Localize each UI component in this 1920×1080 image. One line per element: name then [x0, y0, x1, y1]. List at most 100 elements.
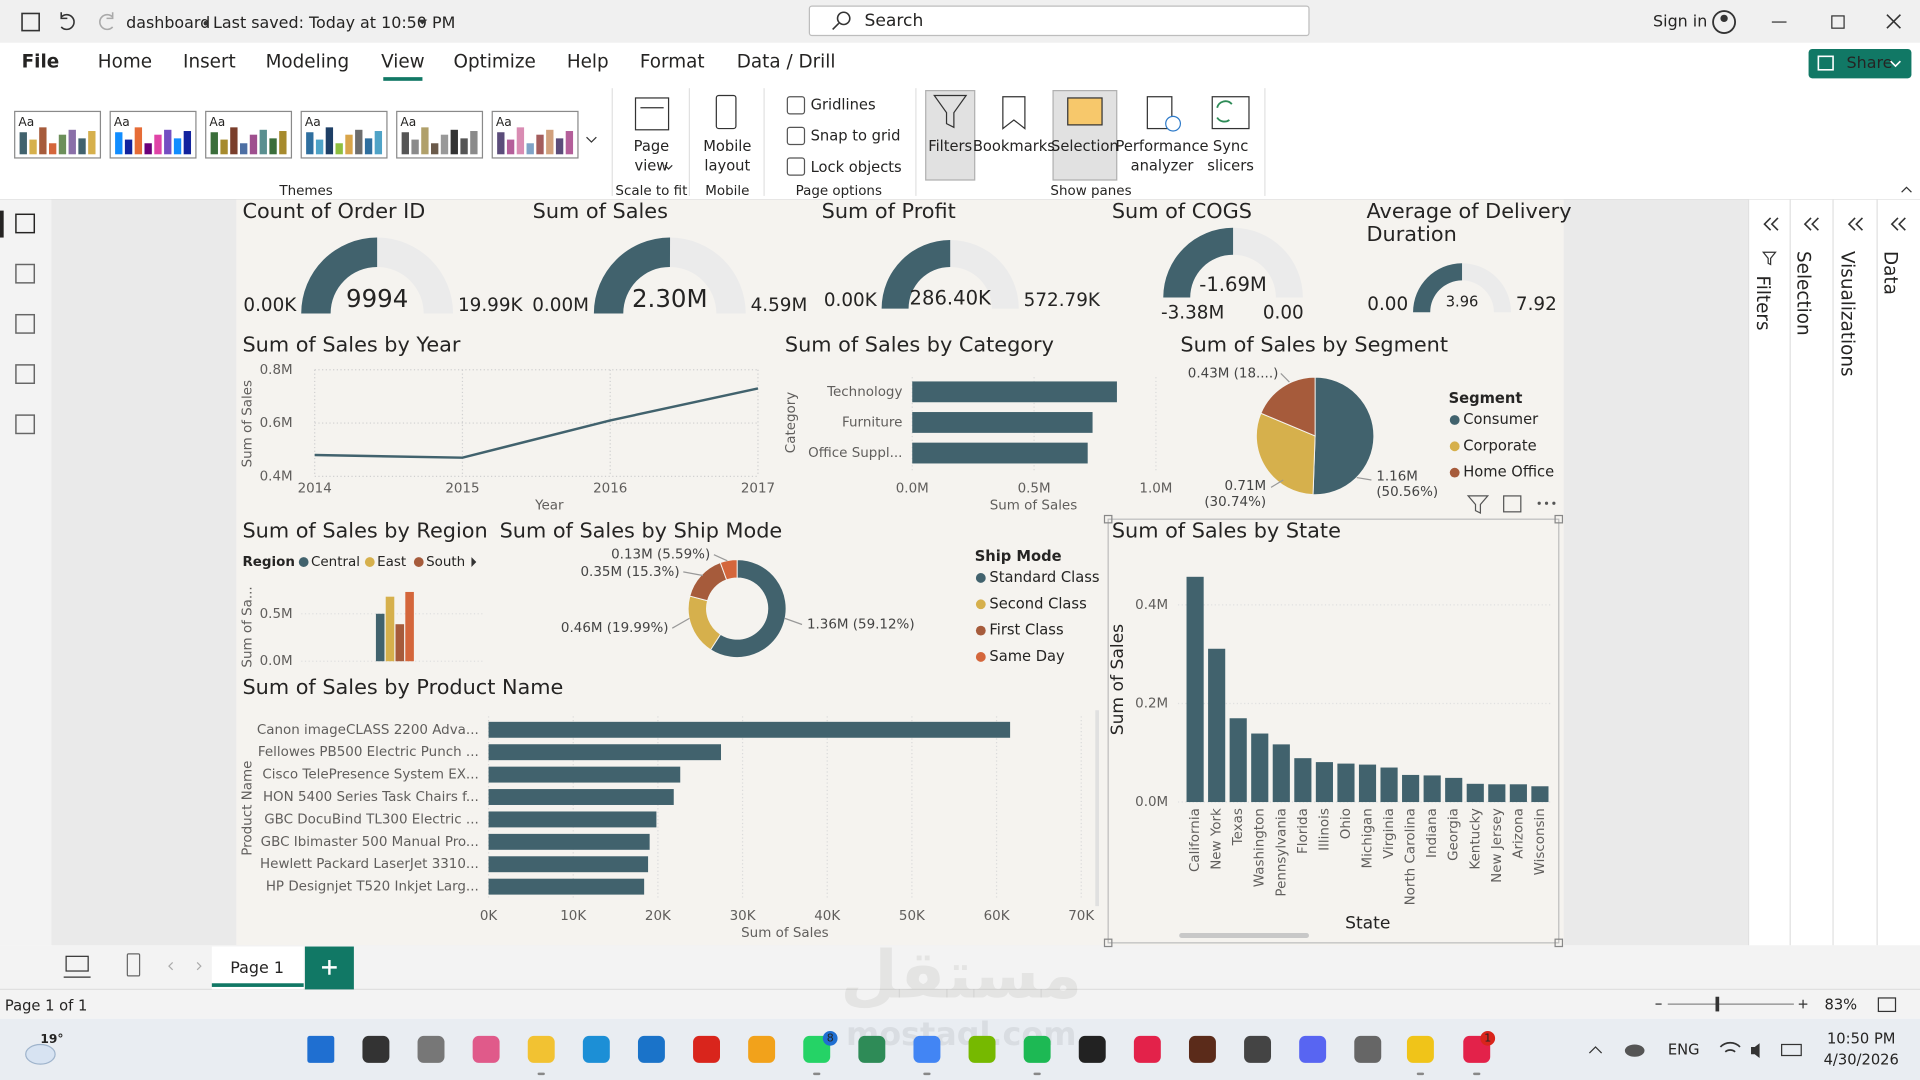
ribbon-button-label[interactable]: view: [635, 158, 669, 175]
scrollbar[interactable]: [1179, 933, 1309, 938]
page-next[interactable]: [196, 962, 202, 971]
ribbon-button-label[interactable]: Bookmarks: [973, 138, 1055, 155]
ribbon-tab[interactable]: File: [22, 51, 60, 72]
resize-handle[interactable]: [1103, 938, 1113, 948]
legend-more[interactable]: [471, 557, 477, 567]
ribbon-button-label[interactable]: Page: [634, 138, 670, 155]
taskbar-app[interactable]: [858, 1035, 886, 1063]
taskbar-app[interactable]: [1078, 1035, 1106, 1063]
tray-chevron[interactable]: [1588, 1046, 1603, 1054]
nav-icon[interactable]: [15, 263, 36, 284]
pane-expand[interactable]: [1847, 217, 1864, 231]
visual-title: Sum of Sales by State: [1112, 518, 1341, 542]
theme-swatch[interactable]: [14, 110, 102, 159]
themes-more[interactable]: [586, 136, 597, 143]
taskbar-app[interactable]: [1354, 1035, 1382, 1063]
ribbon-button-label[interactable]: Mobile: [703, 138, 751, 155]
taskbar-app[interactable]: [362, 1035, 390, 1063]
desktop-view-icon[interactable]: [65, 955, 89, 972]
nav-icon[interactable]: [15, 414, 36, 435]
page-prev[interactable]: [168, 962, 174, 971]
theme-swatch[interactable]: [491, 110, 579, 159]
taskbar-app[interactable]: [1244, 1035, 1272, 1063]
taskbar-app[interactable]: [1133, 1035, 1161, 1063]
checkbox-label[interactable]: Snap to grid: [811, 128, 901, 145]
ribbon-button-label[interactable]: Filters: [928, 138, 972, 155]
sign-in[interactable]: Sign in: [1653, 12, 1707, 31]
taskbar-app[interactable]: [582, 1035, 610, 1063]
resize-handle[interactable]: [1554, 514, 1564, 524]
taskbar-app[interactable]: [637, 1035, 665, 1063]
zoom-thumb[interactable]: [1715, 996, 1720, 1012]
ribbon-tab[interactable]: Insert: [183, 51, 236, 72]
theme-swatch[interactable]: [300, 110, 388, 159]
taskbar-app[interactable]: [968, 1035, 996, 1063]
nav-icon[interactable]: [15, 313, 36, 334]
taskbar-app[interactable]: [472, 1035, 500, 1063]
resize-handle[interactable]: [1554, 938, 1564, 948]
pane-label[interactable]: Data: [1879, 251, 1900, 295]
visual-focus-icon[interactable]: [1503, 495, 1522, 513]
fit-to-page[interactable]: [1877, 997, 1897, 1013]
weather-temp: 19°: [40, 1032, 63, 1046]
collapse-ribbon[interactable]: [1901, 186, 1912, 193]
checkbox[interactable]: [786, 96, 806, 115]
page-tab-label[interactable]: Page 1: [230, 958, 284, 977]
ribbon-button-label[interactable]: layout: [704, 158, 750, 175]
taskbar-app[interactable]: [748, 1035, 776, 1063]
ribbon-tab[interactable]: Help: [567, 51, 609, 72]
visual-title: Sum of Profit: [822, 199, 956, 223]
pane-expand[interactable]: [1803, 217, 1819, 231]
visual-more-icon[interactable]: [1537, 501, 1541, 505]
checkbox[interactable]: [786, 157, 806, 176]
share-icon: [1817, 55, 1834, 71]
ribbon-tab[interactable]: Modeling: [266, 51, 350, 72]
language[interactable]: ENG: [1668, 1042, 1700, 1059]
theme-swatch[interactable]: [109, 110, 197, 159]
taskbar-app[interactable]: [417, 1035, 445, 1063]
checkbox[interactable]: [786, 126, 806, 146]
taskbar-app[interactable]: [803, 1035, 831, 1063]
pane-expand[interactable]: [1890, 217, 1906, 231]
ribbon-button-label[interactable]: slicers: [1207, 158, 1254, 175]
ribbon-button-label[interactable]: analyzer: [1131, 158, 1195, 175]
taskbar-app[interactable]: [1406, 1035, 1434, 1063]
visual-more-icon[interactable]: [1544, 501, 1549, 505]
share-label[interactable]: Share: [1847, 53, 1893, 72]
checkbox-label[interactable]: Lock objects: [811, 159, 902, 176]
page-tab[interactable]: [211, 946, 304, 990]
mobile-icon[interactable]: [715, 94, 737, 130]
search-box[interactable]: [808, 5, 1310, 37]
nav-icon[interactable]: [15, 364, 36, 384]
taskbar-app[interactable]: [1299, 1035, 1327, 1063]
search-placeholder[interactable]: Search: [864, 11, 923, 31]
nav-icon[interactable]: [15, 213, 36, 234]
ribbon-tab[interactable]: Data / Drill: [737, 51, 836, 72]
pane-label[interactable]: Filters: [1752, 276, 1773, 331]
pane-label[interactable]: Selection: [1792, 251, 1813, 336]
ribbon-tab[interactable]: View: [381, 51, 425, 72]
taskbar-app[interactable]: [693, 1035, 720, 1063]
resize-handle[interactable]: [1103, 514, 1113, 524]
page-view-icon[interactable]: [634, 97, 670, 131]
theme-swatch[interactable]: [396, 110, 484, 159]
ribbon-tab[interactable]: Optimize: [454, 51, 536, 72]
mobile-view-icon[interactable]: [126, 953, 141, 977]
ribbon-tab[interactable]: Home: [98, 51, 152, 72]
visual-more-icon[interactable]: [1552, 501, 1556, 505]
taskbar-app[interactable]: [307, 1035, 335, 1063]
pane-label[interactable]: Visualizations: [1837, 251, 1858, 377]
ribbon-button-label[interactable]: Sync: [1213, 138, 1248, 155]
ribbon-button-label[interactable]: Selection: [1051, 138, 1119, 155]
ribbon-tab[interactable]: Format: [640, 51, 705, 72]
visual-filter-icon[interactable]: [1466, 495, 1490, 515]
theme-swatch[interactable]: [205, 110, 293, 159]
taskbar-app[interactable]: [913, 1035, 941, 1063]
taskbar-app[interactable]: [527, 1035, 555, 1063]
ribbon-button-label[interactable]: Performance: [1116, 138, 1209, 155]
taskbar-app[interactable]: [1188, 1035, 1216, 1063]
checkbox-label[interactable]: Gridlines: [811, 96, 876, 113]
share-button[interactable]: [1808, 48, 1912, 79]
taskbar-app[interactable]: [1023, 1035, 1051, 1063]
pane-expand[interactable]: [1763, 217, 1779, 231]
